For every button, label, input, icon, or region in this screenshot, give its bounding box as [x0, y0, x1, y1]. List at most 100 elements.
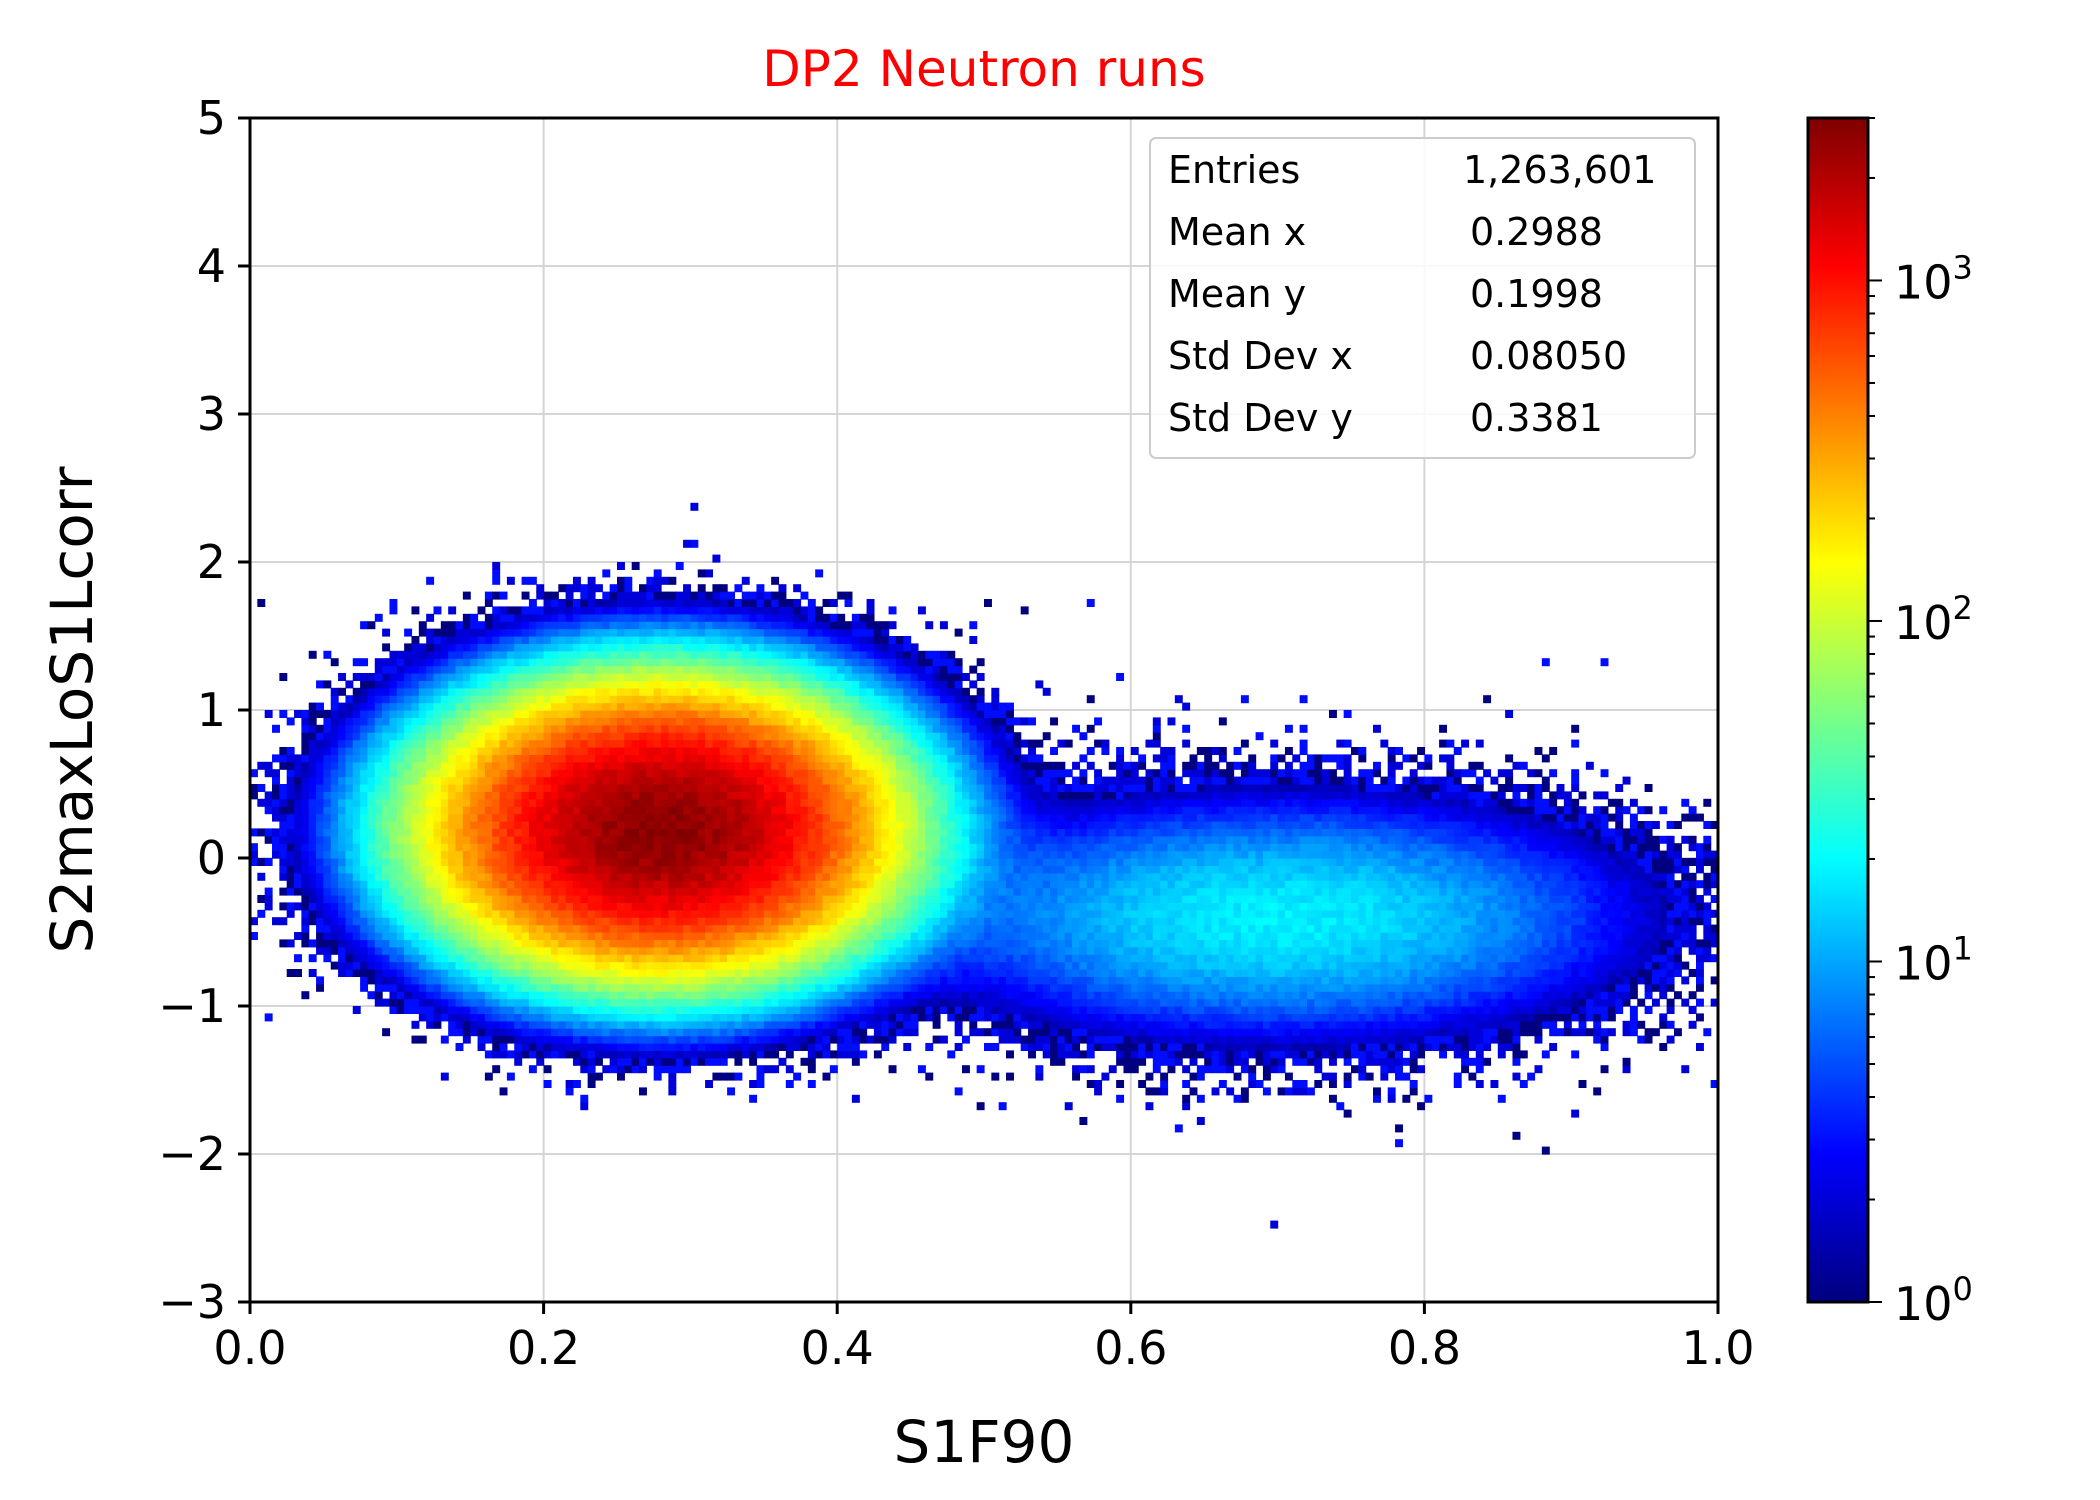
heatmap-cell — [448, 695, 457, 704]
heatmap-cell — [624, 843, 633, 852]
heatmap-cell — [492, 858, 501, 866]
heatmap-cell — [492, 924, 501, 933]
heatmap-cell — [609, 761, 618, 770]
heatmap-cell — [308, 724, 317, 733]
heatmap-cell — [895, 806, 904, 815]
heatmap-cell — [558, 821, 567, 829]
heatmap-cell — [345, 902, 354, 911]
heatmap-cell — [697, 591, 706, 600]
heatmap-cell — [455, 887, 464, 896]
heatmap-cell — [374, 983, 383, 992]
heatmap-cell — [492, 828, 501, 837]
heatmap-cell — [653, 606, 662, 615]
heatmap-cell — [822, 636, 831, 644]
heatmap-cell — [646, 747, 655, 755]
heatmap-cell — [624, 872, 633, 881]
heatmap-cell — [404, 650, 413, 659]
heatmap-cell — [653, 932, 662, 940]
heatmap-cell — [536, 739, 545, 748]
heatmap-cell — [683, 606, 691, 615]
heatmap-cell — [396, 850, 405, 859]
heatmap — [250, 502, 1718, 1229]
heatmap-cell — [624, 924, 633, 933]
heatmap-cell — [756, 702, 765, 711]
heatmap-cell — [712, 821, 721, 829]
heatmap-cell — [859, 747, 868, 755]
heatmap-cell — [675, 1057, 684, 1066]
heatmap-cell — [866, 1020, 875, 1029]
heatmap-cell — [565, 828, 574, 837]
heatmap-cell — [888, 954, 897, 963]
heatmap-cell — [492, 798, 501, 807]
heatmap-cell — [558, 665, 567, 674]
heatmap-cell — [521, 991, 530, 1000]
heatmap-cell — [866, 828, 875, 837]
heatmap-cell — [426, 858, 435, 866]
heatmap-cell — [609, 739, 618, 748]
heatmap-cell — [272, 813, 280, 822]
heatmap-cell — [536, 946, 545, 955]
heatmap-cell — [550, 946, 559, 955]
heatmap-cell — [499, 761, 508, 770]
heatmap-cell — [594, 739, 603, 748]
heatmap-cell — [829, 939, 838, 948]
heatmap-cell — [771, 946, 780, 955]
heatmap-cell — [741, 606, 750, 615]
heatmap-cell — [543, 909, 552, 918]
heatmap-cell — [866, 747, 875, 755]
heatmap-cell — [462, 895, 471, 903]
heatmap-cell — [837, 636, 846, 644]
heatmap-cell — [646, 717, 655, 726]
heatmap-cell — [506, 687, 515, 696]
heatmap-cell — [741, 969, 750, 977]
heatmap-cell — [646, 998, 655, 1007]
heatmap-cell — [859, 643, 868, 652]
heatmap-cell — [279, 791, 288, 800]
heatmap-cell — [653, 850, 662, 859]
heatmap-cell — [895, 724, 904, 733]
heatmap-cell — [631, 932, 640, 940]
heatmap-cell — [756, 710, 765, 718]
heatmap-cell — [639, 584, 647, 593]
heatmap-cell — [382, 695, 391, 704]
heatmap-cell — [462, 680, 471, 689]
heatmap-cell — [851, 961, 860, 970]
heatmap-cell — [470, 761, 479, 770]
heatmap-cell — [815, 850, 824, 859]
heatmap-cell — [587, 1020, 596, 1029]
heatmap-cell — [396, 658, 405, 667]
heatmap-cell — [617, 695, 625, 704]
heatmap-cell — [543, 872, 552, 881]
heatmap-cell — [683, 732, 691, 741]
heatmap-cell — [639, 932, 647, 940]
heatmap-cell — [514, 843, 523, 852]
heatmap-cell — [741, 998, 750, 1007]
heatmap-cell — [448, 739, 457, 748]
heatmap-cell — [705, 872, 714, 881]
heatmap-cell — [763, 813, 772, 822]
heatmap-cell — [492, 1020, 501, 1029]
heatmap-cell — [411, 687, 420, 696]
heatmap-cell — [404, 961, 413, 970]
heatmap-cell — [771, 1006, 780, 1014]
heatmap-cell — [712, 1050, 721, 1059]
heatmap-cell — [514, 798, 523, 807]
heatmap-cell — [294, 791, 302, 800]
heatmap-cell — [587, 628, 596, 637]
heatmap-cell — [330, 895, 339, 903]
heatmap-cell — [426, 747, 435, 755]
heatmap-cell — [462, 650, 471, 659]
heatmap-cell — [572, 991, 581, 1000]
heatmap-cell — [565, 769, 574, 778]
heatmap-cell — [815, 754, 824, 763]
heatmap-cell — [572, 606, 581, 615]
heatmap-cell — [763, 1013, 772, 1022]
heatmap-cell — [484, 961, 493, 970]
heatmap-cell — [536, 880, 545, 889]
heatmap-cell — [470, 991, 479, 1000]
heatmap-cell — [602, 621, 611, 630]
heatmap-cell — [866, 680, 875, 689]
heatmap-cell — [844, 695, 853, 704]
heatmap-cell — [866, 724, 875, 733]
heatmap-cell — [815, 680, 824, 689]
